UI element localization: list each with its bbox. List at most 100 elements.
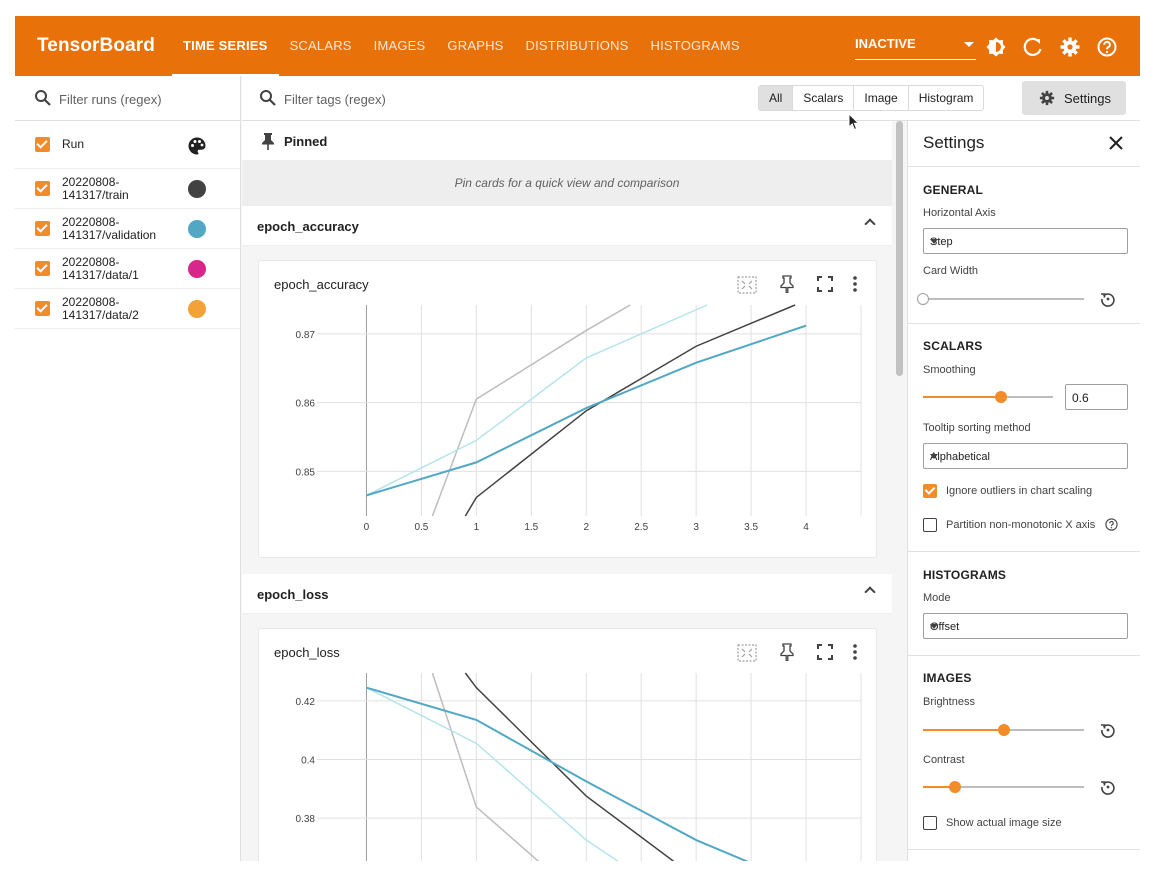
chevron-down-icon	[930, 454, 938, 459]
select-all-runs-checkbox[interactable]	[35, 137, 50, 152]
accuracy-chart[interactable]: 0.85 0.86 0.87 0 0.5 1 1.5 2 2.5 3 3.5 4	[259, 301, 878, 551]
brightness-slider[interactable]	[923, 724, 1084, 736]
tag-filter-bar: All Scalars Image Histogram Settings	[242, 76, 1140, 121]
slider-knob[interactable]	[949, 781, 962, 793]
run-name: 20220808-141317/train	[62, 175, 129, 202]
help-icon[interactable]	[1105, 518, 1118, 536]
pinned-header: Pinned	[242, 121, 892, 161]
cards-scroll-area[interactable]: Pinned Pin cards for a quick view and co…	[242, 121, 892, 861]
help-icon[interactable]	[1095, 35, 1119, 59]
tab-distributions[interactable]: DISTRIBUTIONS	[525, 38, 629, 53]
tab-images[interactable]: IMAGES	[373, 38, 426, 53]
refresh-icon[interactable]	[1021, 35, 1045, 59]
divider	[908, 551, 1140, 552]
pin-card-icon[interactable]	[774, 643, 811, 663]
run-checkbox[interactable]	[35, 221, 50, 236]
run-row[interactable]: 20220808-141317/train	[15, 169, 240, 209]
partition-label: Partition non-monotonic X axis	[946, 519, 1096, 531]
tab-histograms[interactable]: HISTOGRAMS	[650, 38, 740, 53]
brand-title: TensorBoard	[37, 35, 155, 56]
mode-label: Mode	[923, 592, 951, 604]
scalars-heading: SCALARS	[923, 339, 983, 353]
reset-icon[interactable]	[1100, 291, 1116, 312]
run-checkbox[interactable]	[35, 301, 50, 316]
chevron-down-icon	[964, 42, 974, 47]
series-line[interactable]	[366, 324, 807, 497]
series-line[interactable]	[464, 672, 701, 861]
slider-knob[interactable]	[917, 293, 929, 305]
inactive-dashboards-select[interactable]: INACTIVE	[855, 36, 976, 60]
tooltip-sort-select[interactable]: Alphabetical	[923, 443, 1128, 469]
slider-knob[interactable]	[995, 391, 1007, 403]
contrast-label: Contrast	[923, 754, 965, 766]
more-vert-icon[interactable]	[848, 643, 862, 663]
contrast-slider[interactable]	[923, 781, 1084, 793]
smoothing-slider[interactable]	[923, 391, 1053, 403]
pin-card-icon[interactable]	[774, 275, 811, 295]
actual-size-label: Show actual image size	[946, 817, 1062, 829]
x-tick-label: 0.5	[414, 522, 428, 533]
run-color-swatch[interactable]	[188, 180, 206, 198]
filter-image-button[interactable]: Image	[854, 86, 909, 110]
close-icon[interactable]	[1108, 135, 1124, 156]
series-line[interactable]	[464, 304, 796, 517]
runs-filter-input[interactable]	[59, 88, 229, 110]
fit-domain-icon[interactable]	[737, 275, 774, 295]
chevron-up-icon[interactable]	[864, 218, 876, 230]
group-header-epoch-accuracy[interactable]: epoch_accuracy	[242, 206, 892, 246]
series-line[interactable]	[366, 304, 708, 497]
filter-scalars-button[interactable]: Scalars	[793, 86, 855, 110]
group-title: epoch_loss	[257, 587, 329, 602]
chevron-up-icon[interactable]	[864, 586, 876, 598]
smoothing-value: 0.6	[1072, 391, 1089, 405]
theme-icon[interactable]	[984, 35, 1008, 59]
filter-histogram-button[interactable]: Histogram	[918, 91, 974, 105]
group-header-epoch-loss[interactable]: epoch_loss	[242, 574, 892, 614]
ignore-outliers-label: Ignore outliers in chart scaling	[946, 485, 1093, 497]
loss-chart[interactable]: 0.420.40.380.3600.511.522.533.54	[259, 669, 878, 861]
brightness-label: Brightness	[923, 696, 975, 708]
cards-scrollbar[interactable]	[896, 121, 903, 376]
reset-icon[interactable]	[1100, 722, 1116, 743]
fullscreen-icon[interactable]	[811, 275, 848, 295]
run-checkbox[interactable]	[35, 261, 50, 276]
fullscreen-icon[interactable]	[811, 643, 848, 663]
run-row[interactable]: 20220808-141317/data/2	[15, 289, 240, 329]
fit-domain-icon[interactable]	[737, 643, 774, 663]
run-color-swatch[interactable]	[188, 220, 206, 238]
gear-icon[interactable]	[1058, 35, 1082, 59]
y-tick-label: 0.86	[296, 399, 316, 410]
tab-graphs[interactable]: GRAPHS	[447, 38, 504, 53]
horizontal-axis-select[interactable]: Step	[923, 228, 1128, 254]
ignore-outliers-checkbox[interactable]	[923, 484, 937, 498]
series-line[interactable]	[366, 686, 652, 861]
settings-button[interactable]: Settings	[1022, 81, 1126, 115]
run-color-swatch[interactable]	[188, 300, 206, 318]
gear-icon	[1038, 89, 1056, 110]
histogram-mode-select[interactable]: Offset	[923, 613, 1128, 639]
x-tick-label: 1.5	[524, 522, 538, 533]
series-line[interactable]	[431, 672, 564, 861]
reset-icon[interactable]	[1100, 779, 1116, 800]
actual-size-checkbox[interactable]	[923, 816, 937, 830]
tag-filter-input[interactable]	[284, 88, 584, 110]
partition-checkbox[interactable]	[923, 518, 937, 532]
pin-icon	[261, 132, 275, 153]
run-checkbox[interactable]	[35, 181, 50, 196]
run-row[interactable]: 20220808-141317/validation	[15, 209, 240, 249]
tab-scalars[interactable]: SCALARS	[289, 38, 352, 53]
series-line[interactable]	[366, 686, 800, 861]
filter-all-button[interactable]: All	[759, 86, 794, 110]
run-color-swatch[interactable]	[188, 260, 206, 278]
chart-grid: 0.420.40.380.3600.511.522.533.54	[296, 673, 862, 861]
smoothing-label: Smoothing	[923, 364, 976, 376]
more-vert-icon[interactable]	[848, 275, 862, 295]
run-row[interactable]: 20220808-141317/data/1	[15, 249, 240, 289]
type-filter-toggle: All Scalars Image Histogram	[758, 85, 985, 111]
card-width-slider[interactable]	[917, 293, 1084, 305]
smoothing-input[interactable]: 0.6	[1065, 384, 1128, 410]
palette-icon[interactable]	[187, 136, 207, 161]
tab-time-series[interactable]: TIME SERIES	[172, 16, 279, 76]
series-line[interactable]	[431, 304, 631, 517]
slider-knob[interactable]	[997, 724, 1010, 736]
